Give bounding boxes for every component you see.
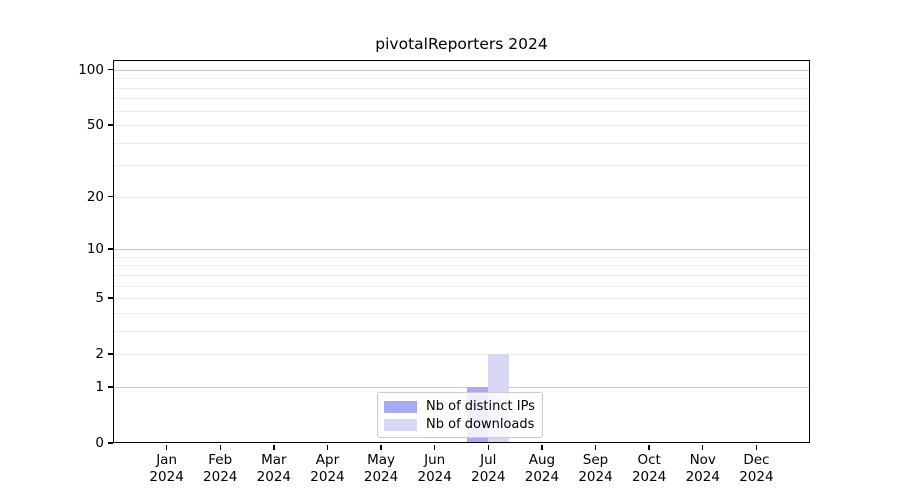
gridline: [113, 87, 810, 89]
x-tick-label-year: 2024: [524, 469, 560, 485]
gridline: [113, 386, 810, 388]
gridline: [113, 330, 810, 332]
x-tick-label-year: 2024: [685, 469, 720, 485]
legend-item-distinct-ips: Nb of distinct IPs: [384, 398, 542, 416]
x-tick-label-month: Aug: [528, 452, 556, 468]
x-tick-label: Dec 2024: [724, 452, 788, 486]
y-tick-label: 10: [86, 241, 104, 258]
legend-item-downloads: Nb of downloads: [384, 416, 542, 434]
x-tick-mark: [433, 444, 436, 450]
x-tick-label: Nov 2024: [671, 452, 735, 486]
x-tick-label-year: 2024: [471, 469, 506, 485]
x-tick-label: Jul 2024: [456, 452, 520, 486]
x-tick-mark: [755, 444, 758, 450]
x-tick-label-year: 2024: [739, 469, 774, 485]
gridline: [113, 125, 810, 127]
legend-swatch-downloads-icon: [384, 419, 417, 431]
gridline: [113, 110, 810, 112]
legend-label-distinct-ips: Nb of distinct IPs: [426, 399, 535, 414]
x-tick-mark: [541, 444, 543, 450]
x-tick-mark: [702, 444, 704, 450]
x-tick-label-year: 2024: [149, 469, 184, 485]
y-tick-label: 2: [95, 346, 104, 363]
legend-swatch-distinct-ips-icon: [384, 401, 417, 413]
x-tick-mark: [165, 444, 168, 450]
gridline: [113, 354, 810, 356]
x-tick-label-month: Dec: [743, 452, 770, 468]
y-tick-mark: [108, 124, 113, 126]
y-tick-mark: [108, 297, 113, 299]
y-tick-mark: [108, 196, 113, 198]
legend: Nb of distinct IPs Nb of downloads: [377, 392, 543, 438]
x-tick-label: Apr 2024: [295, 452, 359, 486]
x-tick-label-year: 2024: [631, 469, 667, 485]
x-tick-label-month: Jun: [424, 452, 446, 468]
x-tick-label: Sep 2024: [564, 452, 628, 486]
y-tick-label: 100: [78, 61, 104, 78]
x-tick-label: May 2024: [349, 452, 413, 486]
x-tick-label: Oct 2024: [617, 452, 681, 486]
gridline: [113, 312, 810, 314]
x-tick-mark: [219, 444, 221, 450]
gridline: [113, 196, 810, 198]
plot-frame: [113, 60, 810, 443]
x-tick-label-year: 2024: [203, 469, 238, 485]
gridline: [113, 298, 810, 300]
y-tick-mark: [108, 442, 113, 444]
x-tick-mark: [380, 444, 382, 450]
x-tick-label-year: 2024: [363, 469, 399, 485]
y-tick-label: 5: [95, 290, 104, 307]
gridline: [113, 256, 810, 258]
gridline: [113, 142, 810, 144]
y-tick-label: 20: [86, 188, 104, 205]
gridline: [113, 98, 810, 100]
x-tick-label: Aug 2024: [510, 452, 574, 486]
x-tick-label-month: Jul: [480, 452, 497, 468]
x-tick-mark: [487, 444, 489, 450]
plot-area: [113, 60, 810, 443]
gridline: [113, 274, 810, 276]
y-tick-label: 50: [86, 117, 104, 134]
x-tick-label: Jun 2024: [403, 452, 467, 486]
x-tick-label-month: May: [367, 452, 396, 468]
y-tick-mark: [108, 69, 113, 71]
x-tick-mark: [648, 444, 650, 450]
x-tick-label-year: 2024: [417, 469, 452, 485]
y-tick-label: 0: [95, 435, 104, 451]
gridline: [113, 285, 810, 287]
y-tick-mark: [108, 248, 113, 250]
gridline: [113, 165, 810, 167]
x-tick-label-month: Mar: [261, 452, 287, 468]
x-tick-label-month: Sep: [582, 452, 609, 468]
y-tick-mark: [108, 386, 113, 388]
x-tick-label-year: 2024: [310, 469, 345, 485]
gridline: [113, 69, 810, 71]
x-tick-label: Jan 2024: [135, 452, 199, 486]
x-tick-label-month: Feb: [208, 452, 233, 468]
x-tick-label-year: 2024: [578, 469, 613, 485]
x-tick-label-month: Jan: [156, 452, 178, 468]
x-tick-label-month: Apr: [315, 452, 340, 468]
x-tick-label-month: Oct: [637, 452, 661, 468]
x-tick-mark: [326, 444, 329, 450]
x-tick-label: Feb 2024: [188, 452, 252, 486]
y-tick-mark: [108, 353, 113, 355]
gridline: [113, 265, 810, 267]
x-tick-mark: [594, 444, 597, 450]
gridline: [113, 78, 810, 80]
gridline: [113, 249, 810, 251]
x-tick-label-year: 2024: [256, 469, 292, 485]
x-tick-label-month: Nov: [689, 452, 716, 468]
y-tick-label: 1: [95, 378, 104, 395]
legend-label-downloads: Nb of downloads: [426, 417, 535, 432]
x-tick-mark: [273, 444, 275, 450]
x-tick-label: Mar 2024: [242, 452, 306, 486]
chart-title: pivotalReporters 2024: [375, 35, 548, 53]
